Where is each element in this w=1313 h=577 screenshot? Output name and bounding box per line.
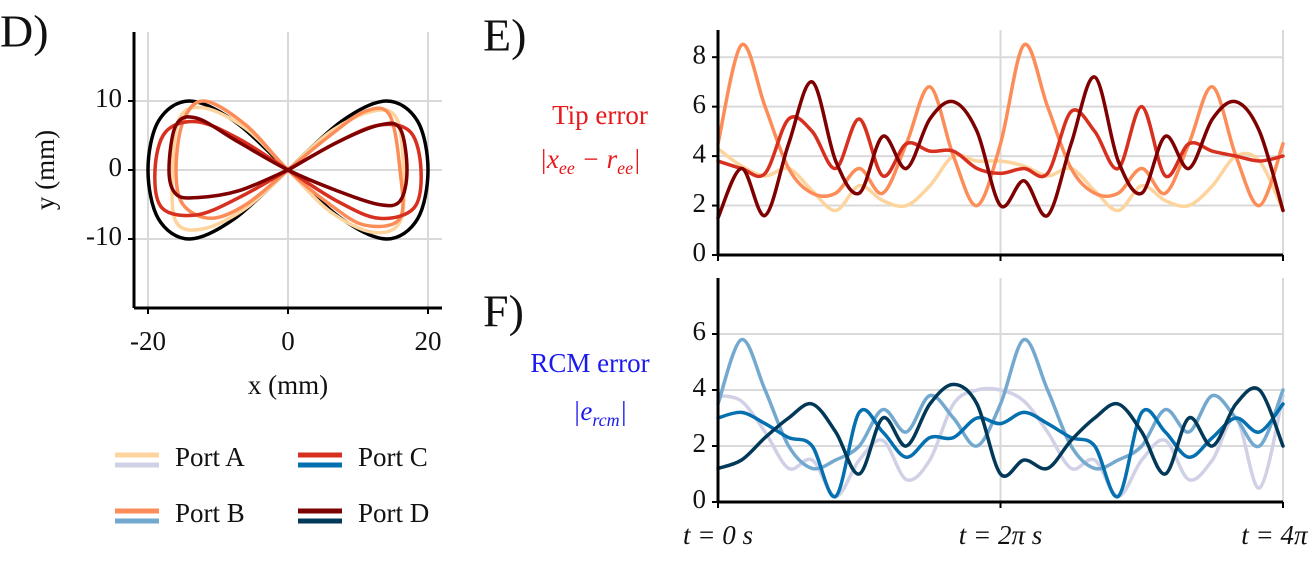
y-axis-formula: |xee − ree|: [539, 144, 640, 178]
legend-label: Port C: [358, 442, 428, 472]
y-tick-label: 2: [693, 428, 707, 458]
legend-label: Port D: [358, 498, 429, 528]
formula-part: − r: [575, 144, 618, 174]
formula-part: |e: [573, 396, 592, 426]
x-tick-label: t = 4π s: [1241, 520, 1313, 550]
data-line: [716, 402, 1285, 499]
x-axis-label: x (mm): [248, 370, 328, 400]
formula-subscript: rcm: [592, 410, 619, 430]
y-tick-label: -10: [86, 221, 122, 251]
y-tick-label: 2: [693, 188, 707, 218]
formula-subscript: ee: [559, 158, 575, 178]
data-line: [716, 382, 1285, 478]
formula-subscript: ee: [617, 158, 633, 178]
x-tick-label: t = 2π s: [959, 520, 1043, 550]
panel-label: D): [0, 6, 49, 57]
y-tick-label: 4: [693, 138, 707, 168]
data-line: [167, 115, 409, 208]
legend-label: Port A: [175, 442, 245, 472]
y-tick-label: 6: [693, 89, 707, 119]
data-line: [716, 104, 1285, 179]
x-tick-label: t = 0 s: [683, 520, 753, 550]
y-tick-label: 8: [693, 39, 707, 69]
data-line: [716, 146, 1285, 213]
x-tick-label: -20: [130, 326, 166, 356]
y-tick-label: 6: [693, 316, 707, 346]
y-axis-label: y (mm): [30, 130, 60, 210]
panel-label: E): [483, 10, 526, 61]
y-tick-label: 10: [95, 83, 122, 113]
x-tick-label: 0: [281, 326, 295, 356]
data-line: [716, 75, 1285, 220]
panel-label: F): [483, 286, 524, 337]
legend-label: Port B: [175, 498, 245, 528]
data-line: [174, 99, 405, 229]
formula-part: |: [620, 396, 627, 426]
y-axis-formula: |ercm|: [573, 396, 627, 430]
y-tick-label: 0: [693, 237, 707, 267]
data-line: [716, 337, 1285, 471]
y-axis-label: RCM error: [530, 348, 649, 378]
y-axis-label: Tip error: [552, 100, 648, 130]
y-tick-label: 0: [693, 484, 707, 514]
x-tick-label: 20: [415, 326, 442, 356]
y-tick-label: 4: [693, 372, 707, 402]
formula-part: |: [633, 144, 640, 174]
formula-part: |x: [539, 144, 558, 174]
y-tick-label: 0: [109, 152, 123, 182]
